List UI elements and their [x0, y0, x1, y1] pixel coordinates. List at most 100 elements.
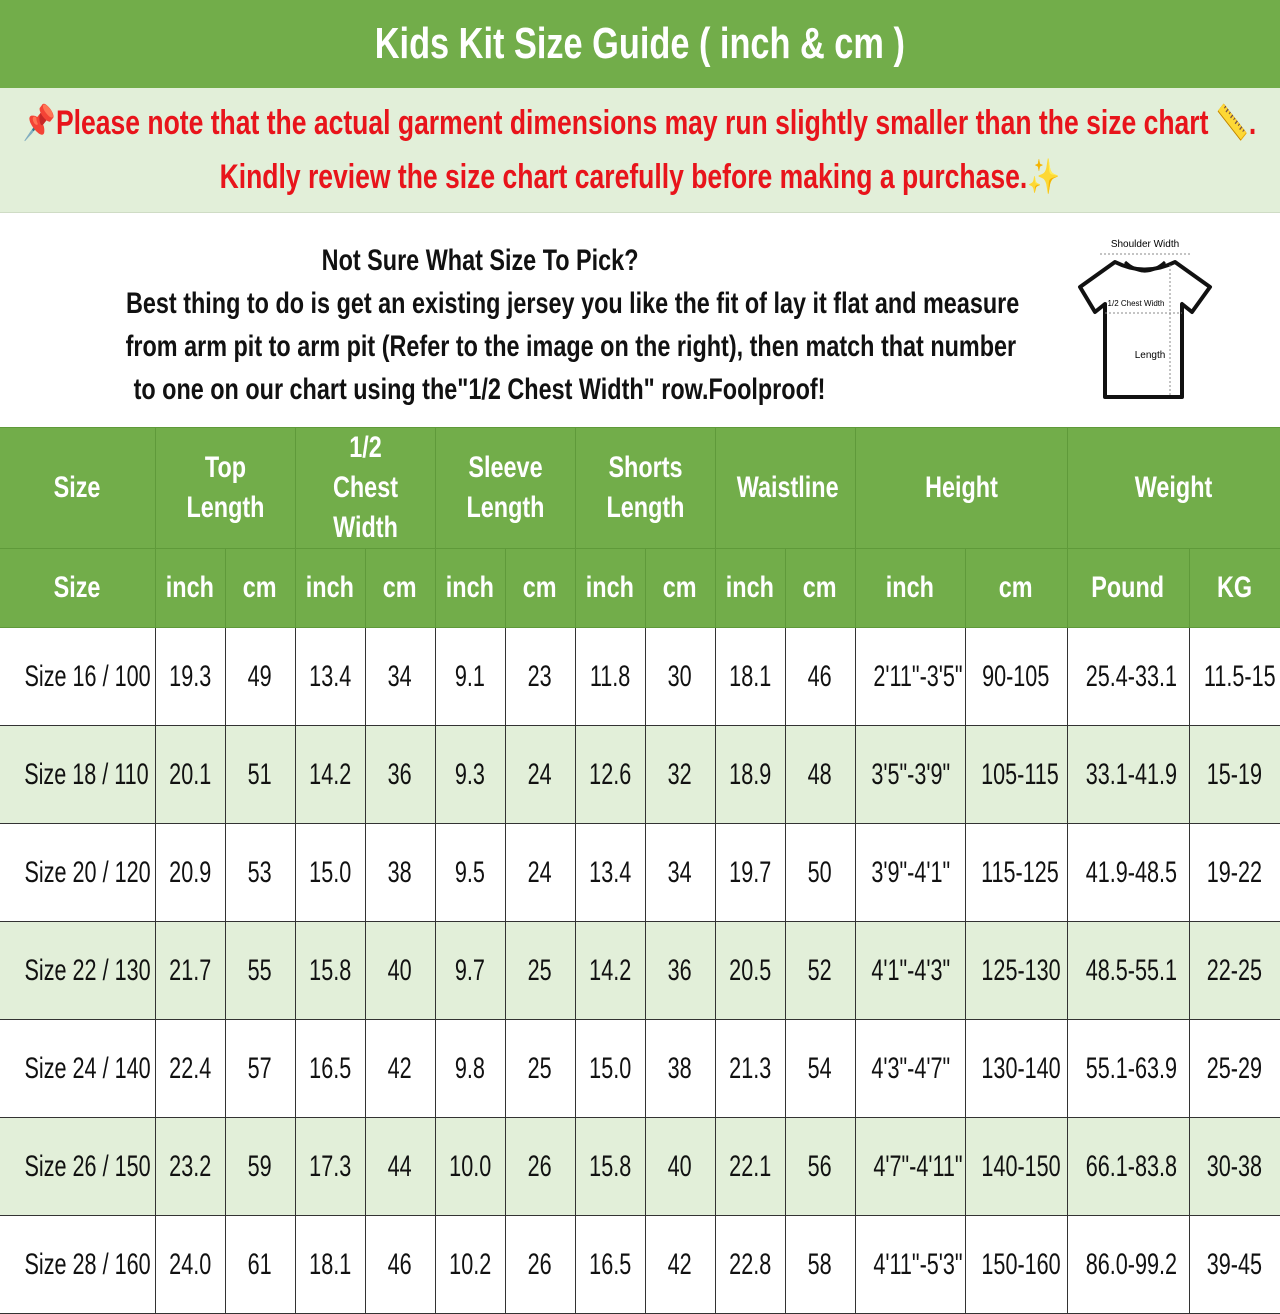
table-cell: 54	[784, 1019, 856, 1118]
group-header: Sleeve Length	[434, 427, 576, 549]
table-cell: 53	[224, 823, 296, 922]
group-header: Height	[854, 427, 1068, 549]
group-header: Shorts Length	[574, 427, 716, 549]
chest-width-label: 1/2 Chest Width	[1108, 299, 1165, 308]
group-header: Top Length	[154, 427, 296, 549]
table-cell: 4'1"-4'3"	[854, 921, 966, 1020]
table-cell: 32	[644, 725, 716, 824]
shoulder-width-label: Shoulder Width	[1111, 239, 1179, 250]
table-cell: 14.2	[574, 921, 646, 1020]
unit-header: inch	[154, 548, 226, 628]
table-cell: 130-140	[964, 1019, 1068, 1118]
table-cell: 4'7"-4'11"	[854, 1117, 966, 1216]
table-cell: 61	[224, 1215, 296, 1314]
table-cell: 24	[504, 725, 576, 824]
intro-section: Not Sure What Size To Pick? Best thing t…	[0, 213, 1280, 427]
table-cell: 90-105	[964, 627, 1068, 726]
table-cell: 25	[504, 921, 576, 1020]
table-cell: 39-45	[1188, 1215, 1280, 1314]
table-cell: 10.0	[434, 1117, 506, 1216]
table-cell: 21.3	[714, 1019, 786, 1118]
tshirt-measurement-diagram: Shoulder Width 1/2 Chest Width Length	[1078, 239, 1212, 399]
table-row: Size 20 / 120 20.9 53 15.0 38 9.5 24 13.4 34 19.7…	[0, 823, 1280, 922]
table-cell: 125-130	[964, 921, 1068, 1020]
table-cell: 9.1	[434, 627, 506, 726]
table-cell: 15-19	[1188, 725, 1280, 824]
table-cell: 50	[784, 823, 856, 922]
table-cell: Size 16 / 100	[0, 627, 156, 726]
table-cell: 15.8	[574, 1117, 646, 1216]
pushpin-icon: 📌	[23, 104, 57, 142]
intro-heading: Not Sure What Size To Pick?	[321, 244, 639, 277]
table-cell: Size 18 / 110	[0, 725, 156, 824]
table-cell: Size 26 / 150	[0, 1117, 156, 1216]
table-cell: 36	[644, 921, 716, 1020]
table-cell: 16.5	[574, 1215, 646, 1314]
table-cell: 4'3"-4'7"	[854, 1019, 966, 1118]
sparkles-icon: ✨	[1027, 158, 1061, 196]
table-cell: 15.0	[574, 1019, 646, 1118]
table-cell: 59	[224, 1117, 296, 1216]
table-cell: 13.4	[294, 627, 366, 726]
unit-header: cm	[364, 548, 436, 628]
table-cell: 25	[504, 1019, 576, 1118]
ruler-icon: 📏	[1216, 104, 1250, 142]
table-cell: 22.8	[714, 1215, 786, 1314]
table-cell: 55	[224, 921, 296, 1020]
unit-header: Pound	[1066, 548, 1190, 628]
table-cell: 105-115	[964, 725, 1068, 824]
table-cell: 20.9	[154, 823, 226, 922]
table-cell: 3'9"-4'1"	[854, 823, 966, 922]
table-cell: 24.0	[154, 1215, 226, 1314]
table-cell: 38	[364, 823, 436, 922]
table-row: Size 28 / 160 24.0 61 18.1 46 10.2 26 16.5 42 22.…	[0, 1215, 1280, 1314]
table-row: Size 24 / 140 22.4 57 16.5 42 9.8 25 15.0 38 21.3…	[0, 1019, 1280, 1118]
table-cell: 11.8	[574, 627, 646, 726]
group-header: Size	[0, 427, 156, 549]
unit-header: cm	[644, 548, 716, 628]
table-cell: 2'11"-3'5"	[854, 627, 966, 726]
table-cell: Size 20 / 120	[0, 823, 156, 922]
table-cell: Size 22 / 130	[0, 921, 156, 1020]
table-cell: 44	[364, 1117, 436, 1216]
table-cell: Size 28 / 160	[0, 1215, 156, 1314]
table-cell: 36	[364, 725, 436, 824]
table-cell: 20.5	[714, 921, 786, 1020]
table-cell: 24	[504, 823, 576, 922]
group-header: 1/2 Chest Width	[294, 427, 436, 549]
table-cell: 13.4	[574, 823, 646, 922]
table-cell: 57	[224, 1019, 296, 1118]
table-cell: 3'5"-3'9"	[854, 725, 966, 824]
unit-header: cm	[964, 548, 1068, 628]
unit-header: cm	[224, 548, 296, 628]
table-cell: 15.8	[294, 921, 366, 1020]
table-cell: 26	[504, 1215, 576, 1314]
unit-header: inch	[294, 548, 366, 628]
unit-header: KG	[1188, 548, 1280, 628]
table-cell: 11.5-15	[1188, 627, 1280, 726]
table-row: Size 18 / 110 20.1 51 14.2 36 9.3 24 12.6 32 18.9…	[0, 725, 1280, 824]
table-cell: 33.1-41.9	[1066, 725, 1190, 824]
unit-header: cm	[784, 548, 856, 628]
table-cell: 17.3	[294, 1117, 366, 1216]
table-cell: 115-125	[964, 823, 1068, 922]
table-cell: 18.9	[714, 725, 786, 824]
table-cell: 86.0-99.2	[1066, 1215, 1190, 1314]
table-cell: 46	[784, 627, 856, 726]
table-cell: 48	[784, 725, 856, 824]
unit-header: inch	[854, 548, 966, 628]
table-cell: 48.5-55.1	[1066, 921, 1190, 1020]
table-cell: 22.4	[154, 1019, 226, 1118]
table-cell: 22-25	[1188, 921, 1280, 1020]
table-cell: 9.5	[434, 823, 506, 922]
group-header: Waistline	[714, 427, 856, 549]
unit-header: cm	[504, 548, 576, 628]
table-cell: 4'11"-5'3"	[854, 1215, 966, 1314]
table-cell: 58	[784, 1215, 856, 1314]
table-cell: 55.1-63.9	[1066, 1019, 1190, 1118]
table-cell: 15.0	[294, 823, 366, 922]
table-cell: 18.1	[294, 1215, 366, 1314]
size-table: Size Top Length 1/2 Chest Width Sleeve Leng…	[0, 427, 1280, 1314]
page-title: Kids Kit Size Guide ( inch & cm )	[0, 0, 1280, 88]
table-row: Size 16 / 100 19.3 49 13.4 34 9.1 23 11.8 30 18.1…	[0, 627, 1280, 726]
